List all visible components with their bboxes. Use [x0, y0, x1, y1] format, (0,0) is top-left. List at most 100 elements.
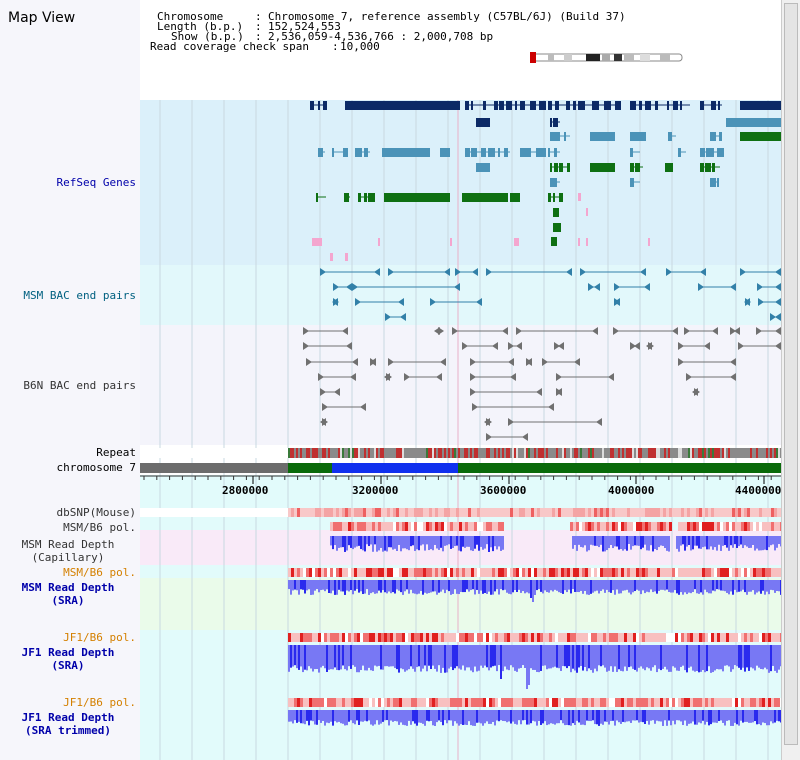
track-label-chromosome[interactable]: chromosome 7 — [56, 461, 136, 474]
msm-depth-sra-bar — [762, 580, 764, 591]
track-label-jf1-b6-pol[interactable]: JF1/B6 pol. — [63, 631, 136, 644]
repeat-segment — [628, 448, 630, 458]
track-label-msm-depth-sra[interactable]: MSM Read Depth (SRA) — [0, 581, 136, 607]
dbsnp-cell — [696, 508, 699, 517]
msm-depth-cap-bar — [478, 536, 480, 551]
msm-depth-sra-bar — [524, 580, 526, 594]
jf1-depth-sra-bar — [722, 645, 724, 672]
track-label-dbsnp[interactable]: dbSNP(Mouse) — [56, 506, 136, 519]
jf1-b6-pol2-cell — [744, 698, 747, 707]
dbsnp-cell — [717, 508, 720, 517]
track-label-msm-b6-pol[interactable]: MSM/B6 pol. — [63, 521, 136, 534]
jf1-depth-trim-bar — [672, 710, 674, 721]
jf1-depth-trim-bar — [288, 710, 290, 722]
msm-b6-pol2-cell — [396, 568, 399, 577]
msm-b6-pol2-cell — [750, 568, 753, 577]
jf1-depth-sra-bar — [606, 645, 608, 672]
msm-b6-pol-cell — [579, 522, 582, 531]
jf1-b6-pol2-cell — [393, 698, 396, 707]
refseq-gene-row4-exon — [488, 148, 495, 157]
track-label-msm-b6-pol-2[interactable]: MSM/B6 pol. — [63, 566, 136, 579]
msm-b6-pol2-cell — [297, 568, 300, 577]
jf1-depth-sra-bar — [344, 645, 346, 670]
msm-depth-sra-bar — [562, 580, 564, 594]
repeat-segment — [376, 448, 378, 458]
jf1-depth-sra-bar — [506, 645, 508, 670]
repeat-segment — [450, 448, 452, 458]
jf1-b6-pol2-cell — [708, 698, 711, 707]
b6n-bac-pair-end — [388, 358, 394, 366]
msm-depth-sra-bar — [290, 580, 292, 595]
jf1-depth-sra-bar — [308, 645, 310, 667]
refseq-gene-row1-exon — [471, 101, 473, 110]
msm-depth-sra-bar — [522, 580, 524, 592]
msm-bac-pair-end — [698, 283, 704, 291]
jf1-depth-sra-bar — [624, 645, 626, 667]
refseq-gene-row6-exon — [550, 178, 557, 187]
msm-depth-cap-bar — [764, 536, 766, 550]
msm-depth-sra-bar — [436, 580, 438, 595]
jf1-b6-pol-cell — [426, 633, 429, 642]
msm-depth-cap-bar — [344, 536, 346, 552]
repeat-segment — [478, 448, 480, 458]
jf1-b6-pol2-cell — [342, 698, 345, 707]
jf1-depth-trim-bar — [458, 710, 460, 726]
jf1-depth-trim-bar — [374, 710, 376, 725]
jf1-depth-sra-bar — [776, 645, 778, 673]
b6n-bac-pair-end — [352, 358, 358, 366]
msm-bac-pair-end — [775, 313, 781, 321]
msm-depth-cap-bar — [416, 536, 418, 550]
jf1-depth-sra-bar — [644, 645, 646, 671]
jf1-depth-trim-bar — [448, 710, 450, 721]
scrollbar-thumb[interactable] — [784, 3, 798, 745]
msm-bac-pair-end — [775, 268, 781, 276]
jf1-b6-pol2-cell — [456, 698, 459, 707]
jf1-depth-trim-bar — [778, 710, 780, 722]
msm-depth-sra-bar — [668, 580, 670, 592]
dbsnp-cell — [351, 508, 354, 517]
track-label-jf1-depth-sra[interactable]: JF1 Read Depth (SRA) — [0, 646, 136, 672]
repeat-segment — [460, 448, 462, 458]
repeat-segment — [308, 448, 310, 458]
msm-b6-pol2-cell — [300, 568, 303, 577]
msm-b6-pol2-cell — [294, 568, 297, 577]
track-label-msm-bac[interactable]: MSM BAC end pairs — [23, 289, 136, 302]
track-label-refseq[interactable]: RefSeq Genes — [56, 176, 136, 189]
repeat-segment — [518, 448, 520, 458]
track-label-jf1-depth-trim[interactable]: JF1 Read Depth (SRA trimmed) — [0, 711, 136, 737]
msm-depth-sra-bar — [332, 580, 334, 591]
jf1-b6-pol2-cell — [486, 698, 489, 707]
dbsnp-cell — [291, 508, 294, 517]
jf1-b6-pol2-cell — [387, 698, 390, 707]
repeat-segment — [568, 448, 570, 458]
jf1-b6-pol2-cell — [519, 698, 522, 707]
dbsnp-cell — [300, 508, 303, 517]
track-label-b6n-bac[interactable]: B6N BAC end pairs — [23, 379, 136, 392]
msm-b6-pol-cell — [333, 522, 336, 531]
jf1-b6-pol-cell — [294, 633, 297, 642]
msm-b6-pol2-cell — [717, 568, 720, 577]
track-label-msm-depth-cap[interactable]: MSM Read Depth (Capillary) — [0, 538, 136, 564]
dbsnp-cell — [657, 508, 660, 517]
jf1-depth-sra-bar — [546, 645, 548, 670]
refseq-gene-row1-exon — [539, 101, 546, 110]
repeat-segment — [338, 448, 340, 458]
msm-depth-sra-bar — [560, 580, 562, 593]
chromosome-gap — [140, 463, 288, 473]
msm-b6-pol-cell — [369, 522, 372, 531]
msm-b6-pol-cell — [390, 522, 393, 531]
jf1-depth-trim-bar — [480, 710, 482, 724]
track-label-jf1-b6-pol-2[interactable]: JF1/B6 pol. — [63, 696, 136, 709]
dbsnp-cell — [546, 508, 549, 517]
msm-depth-cap-bar — [722, 536, 724, 546]
dbsnp-cell — [609, 508, 612, 517]
repeat-segment — [422, 448, 424, 458]
jf1-depth-sra-bar — [772, 645, 774, 666]
jf1-depth-trim-bar — [512, 710, 514, 722]
dbsnp-cell — [615, 508, 618, 517]
msm-depth-sra-bar — [296, 580, 298, 591]
jf1-b6-pol2-cell — [450, 698, 453, 707]
refseq-pseudogene — [345, 253, 348, 261]
track-label-repeat[interactable]: Repeat — [96, 446, 136, 459]
